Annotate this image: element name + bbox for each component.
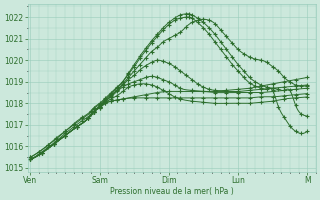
X-axis label: Pression niveau de la mer( hPa ): Pression niveau de la mer( hPa ) (110, 187, 234, 196)
